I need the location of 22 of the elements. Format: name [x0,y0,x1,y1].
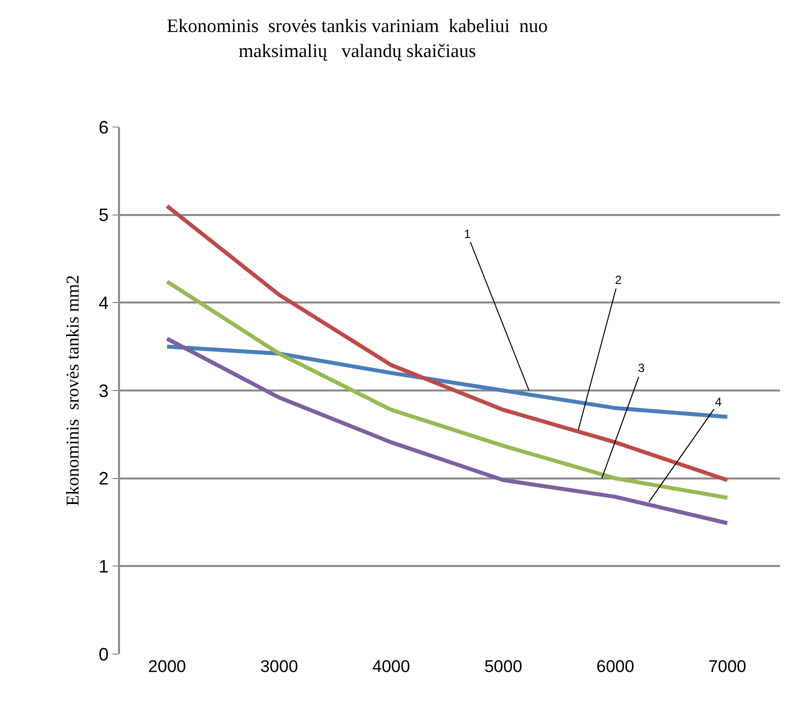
y-tick-label: 1 [98,556,109,576]
y-tick-label: 5 [98,205,109,226]
y-axis-title: Ekonominis srovės tankis mm2 [62,275,82,506]
annotation: 1 [464,227,471,241]
y-tick-label: 6 [98,117,109,138]
annotation: 3 [638,361,645,375]
line-series [165,336,730,526]
x-tick-label: 6000 [596,657,634,676]
x-tick-label: 2000 [148,657,186,676]
y-tick-label: 0 [98,644,109,664]
annotation: 4 [715,395,722,409]
line-series [165,344,730,419]
line-series [165,204,730,482]
y-tick-label: 4 [98,292,109,313]
chart-title: Ekonominis srovės tankis variniam kabeliui nuo maksimalių valandų skaičiaus [166,16,548,62]
annotation: 2 [615,273,622,287]
x-tick-label: 7000 [708,657,746,676]
y-tick-label: 3 [98,380,109,401]
x-tick-label: 5000 [484,657,522,676]
x-tick-label: 4000 [372,657,410,676]
y-tick-label: 2 [98,468,109,489]
x-tick-label: 3000 [260,657,298,676]
